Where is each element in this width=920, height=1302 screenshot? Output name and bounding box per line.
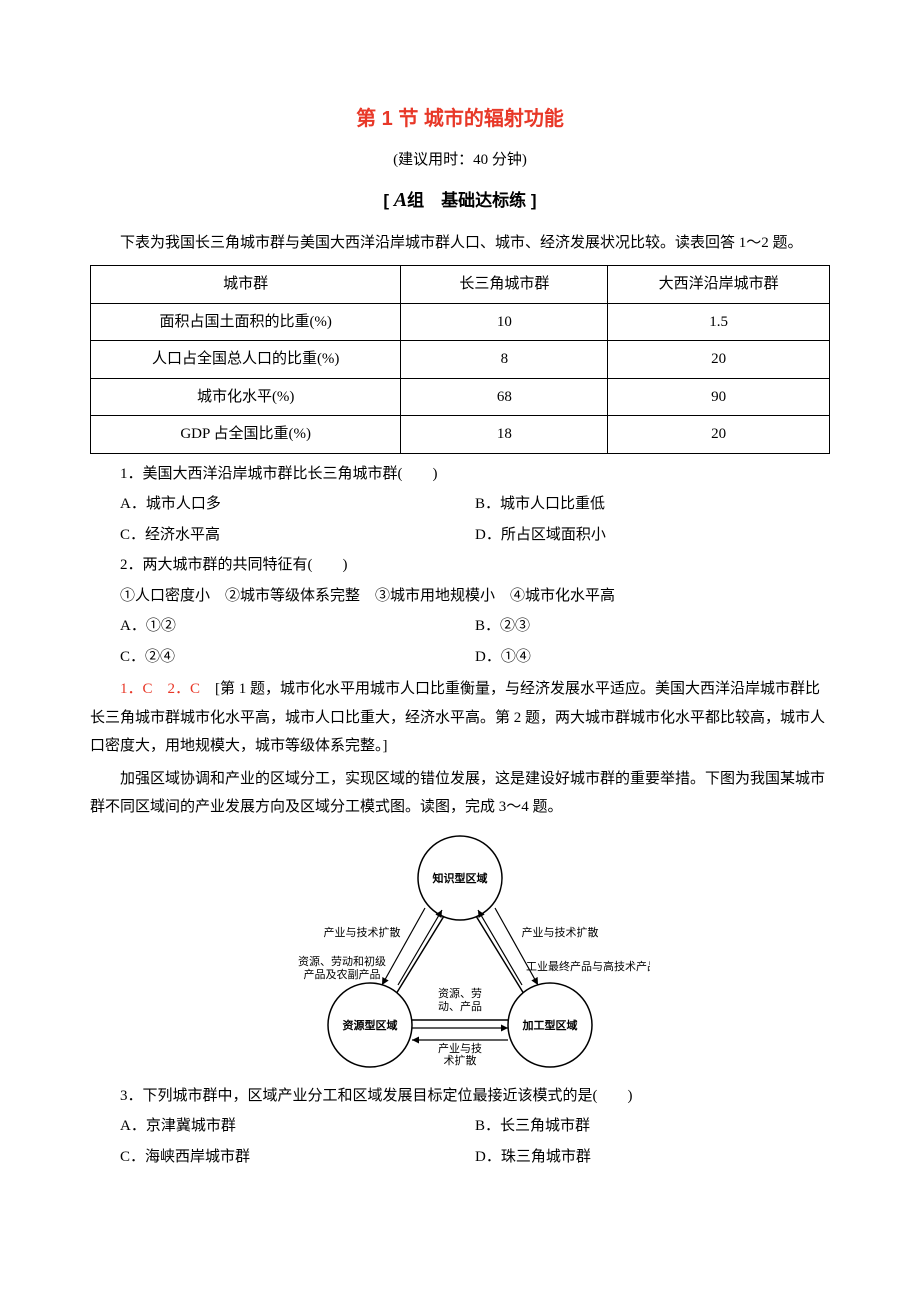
cell: 18 (401, 416, 608, 454)
group-a: A (394, 189, 407, 211)
time-hint: (建议用时：40 分钟) (90, 146, 830, 175)
region-diagram: 知识型区域 资源型区域 加工型区域 产业与技术扩散 资源、劳动和初级 产品及农副… (90, 830, 830, 1070)
cell: 20 (608, 341, 830, 379)
q1-opt-b: B．城市人口比重低 (475, 490, 830, 519)
q1-opt-c: C．经济水平高 (120, 521, 475, 550)
edge-tl-label: 产业与技术扩散 (324, 925, 401, 939)
node-bl-label: 资源型区域 (343, 1018, 398, 1032)
question-2: 2．两大城市群的共同特征有( ) (90, 551, 830, 580)
edge-lu-label2: 产品及农副产品 (304, 967, 381, 981)
cell: 1.5 (608, 303, 830, 341)
node-br-label: 加工型区域 (522, 1018, 578, 1032)
q1-options-row2: C．经济水平高 D．所占区域面积小 (90, 521, 830, 550)
q3-options-row1: A．京津冀城市群 B．长三角城市群 (90, 1112, 830, 1141)
q3-opt-b: B．长三角城市群 (475, 1112, 830, 1141)
edge-tr-label: 产业与技术扩散 (522, 925, 599, 939)
q1-options-row1: A．城市人口多 B．城市人口比重低 (90, 490, 830, 519)
q2-options-row2: C．②④ D．①④ (90, 643, 830, 672)
q1-opt-d: D．所占区域面积小 (475, 521, 830, 550)
cell: 面积占国土面积的比重(%) (91, 303, 401, 341)
cell: 68 (401, 378, 608, 416)
node-top-label: 知识型区域 (432, 871, 488, 885)
center-label1: 资源、劳 (438, 986, 482, 1000)
table-row: GDP 占全国比重(%) 18 20 (91, 416, 830, 454)
q2-options-row1: A．①② B．②③ (90, 612, 830, 641)
th-0: 城市群 (91, 266, 401, 304)
th-2: 大西洋沿岸城市群 (608, 266, 830, 304)
q2-opt-d: D．①④ (475, 643, 830, 672)
table-header-row: 城市群 长三角城市群 大西洋沿岸城市群 (91, 266, 830, 304)
intro-1: 下表为我国长三角城市群与美国大西洋沿岸城市群人口、城市、经济发展状况比较。读表回… (90, 229, 830, 258)
q3-opt-a: A．京津冀城市群 (120, 1112, 475, 1141)
cell: GDP 占全国比重(%) (91, 416, 401, 454)
question-1: 1．美国大西洋沿岸城市群比长三角城市群( ) (90, 460, 830, 489)
group-header: [ A组 基础达标练 ] (90, 181, 830, 219)
edge-ru-label: 工业最终产品与高技术产品 (526, 959, 650, 973)
cell: 人口占全国总人口的比重(%) (91, 341, 401, 379)
bracket-left: [ (383, 191, 389, 210)
cell: 城市化水平(%) (91, 378, 401, 416)
comparison-table: 城市群 长三角城市群 大西洋沿岸城市群 面积占国土面积的比重(%) 10 1.5… (90, 265, 830, 454)
q3-opt-d: D．珠三角城市群 (475, 1143, 830, 1172)
bracket-right: ] (531, 191, 537, 210)
cell: 20 (608, 416, 830, 454)
table-row: 人口占全国总人口的比重(%) 8 20 (91, 341, 830, 379)
bottom-label1: 产业与技 (438, 1041, 482, 1055)
question-3: 3．下列城市群中，区域产业分工和区域发展目标定位最接近该模式的是( ) (90, 1082, 830, 1111)
answer-explain: [第 1 题，城市化水平用城市人口比重衡量，与经济发展水平适应。美国大西洋沿岸城… (90, 681, 825, 754)
cell: 10 (401, 303, 608, 341)
q2-opt-c: C．②④ (120, 643, 475, 672)
q1-opt-a: A．城市人口多 (120, 490, 475, 519)
q2-opt-b: B．②③ (475, 612, 830, 641)
edge-lu-label1: 资源、劳动和初级 (298, 954, 386, 968)
group-rest: 组 基础达标练 (407, 191, 526, 210)
q3-options-row2: C．海峡西岸城市群 D．珠三角城市群 (90, 1143, 830, 1172)
q3-opt-c: C．海峡西岸城市群 (120, 1143, 475, 1172)
q2-stems: ①人口密度小 ②城市等级体系完整 ③城市用地规模小 ④城市化水平高 (90, 582, 830, 611)
table-row: 面积占国土面积的比重(%) 10 1.5 (91, 303, 830, 341)
cell: 8 (401, 341, 608, 379)
table-row: 城市化水平(%) 68 90 (91, 378, 830, 416)
cell: 90 (608, 378, 830, 416)
q2-opt-a: A．①② (120, 612, 475, 641)
intro-2: 加强区域协调和产业的区域分工，实现区域的错位发展，这是建设好城市群的重要举措。下… (90, 765, 830, 822)
answer-1-2: 1．C 2．C [第 1 题，城市化水平用城市人口比重衡量，与经济发展水平适应。… (90, 675, 830, 761)
bottom-label2: 术扩散 (444, 1053, 477, 1067)
page-title: 第 1 节 城市的辐射功能 (90, 100, 830, 138)
answer-key: 1．C 2．C (120, 681, 200, 697)
center-label2: 动、产品 (438, 999, 482, 1013)
th-1: 长三角城市群 (401, 266, 608, 304)
